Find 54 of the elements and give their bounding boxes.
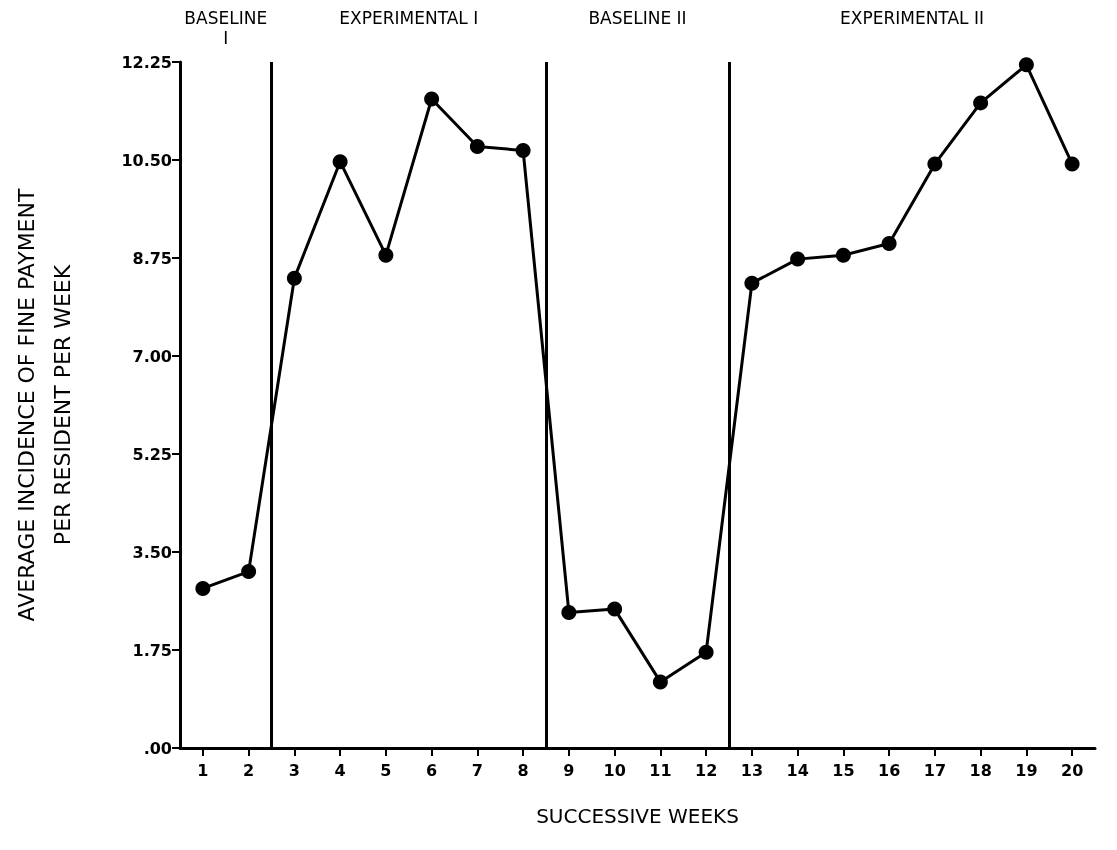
x-tick-label: 8 xyxy=(517,760,529,780)
point xyxy=(195,580,211,596)
text: BASELINE II xyxy=(588,8,687,28)
y-tick-label: 1.75 xyxy=(132,640,172,660)
text: EXPERIMENTAL I xyxy=(339,8,479,28)
x-tick-label: 20 xyxy=(1060,760,1084,780)
x-tick-label: 15 xyxy=(832,760,855,780)
point xyxy=(515,142,531,158)
point xyxy=(607,601,623,617)
x-tick-label: 16 xyxy=(877,760,901,780)
x-axis-title: SUCCESSIVE WEEKS xyxy=(536,804,739,828)
x-tick-label: 5 xyxy=(380,760,392,780)
x-tick-label: 10 xyxy=(603,760,626,780)
point xyxy=(286,270,302,286)
point xyxy=(561,604,577,620)
y-tick-label: 8.75 xyxy=(132,248,172,268)
point xyxy=(698,644,714,660)
x-tick-label: 11 xyxy=(649,760,672,780)
x-tick-label: 2 xyxy=(243,760,255,780)
y-tick-label: 5.25 xyxy=(132,444,172,464)
y-tick-label: 7.00 xyxy=(132,346,172,366)
point xyxy=(378,247,394,263)
y-tick-label: .00 xyxy=(143,738,172,758)
point xyxy=(835,247,851,263)
x-tick-label: 6 xyxy=(426,760,438,780)
x-tick-label: 1 xyxy=(197,760,209,780)
y-tick-label: 3.50 xyxy=(132,542,172,562)
x-tick-label: 3 xyxy=(288,760,300,780)
point xyxy=(332,154,348,170)
y-axis-title: AVERAGE INCIDENCE OF FINE PAYMENT PER RESIDENT PER WEEK xyxy=(13,188,75,622)
point xyxy=(469,139,485,155)
text: EXPERIMENTAL II xyxy=(840,8,984,28)
x-tick-label: 9 xyxy=(563,760,575,780)
x-tick-label: 4 xyxy=(334,760,346,780)
x-tick-label: 18 xyxy=(969,760,992,780)
point xyxy=(881,235,897,251)
point xyxy=(241,564,257,580)
x-tick-label: 12 xyxy=(694,760,718,780)
text: BASELINE I xyxy=(184,8,268,48)
point xyxy=(652,674,668,690)
point xyxy=(1064,156,1080,172)
x-tick-label: 7 xyxy=(471,760,483,780)
x-tick-label: 13 xyxy=(740,760,764,780)
x-tick-label: 19 xyxy=(1015,760,1038,780)
x-tick-label: 14 xyxy=(786,760,809,780)
point xyxy=(1018,57,1034,73)
point xyxy=(973,95,989,111)
y-tick-label: 12.25 xyxy=(121,52,172,72)
y-tick-label: 10.50 xyxy=(121,150,172,170)
point xyxy=(424,91,440,107)
point xyxy=(790,251,806,267)
x-tick-label: 17 xyxy=(923,760,947,780)
point xyxy=(927,156,943,172)
point xyxy=(744,275,760,291)
